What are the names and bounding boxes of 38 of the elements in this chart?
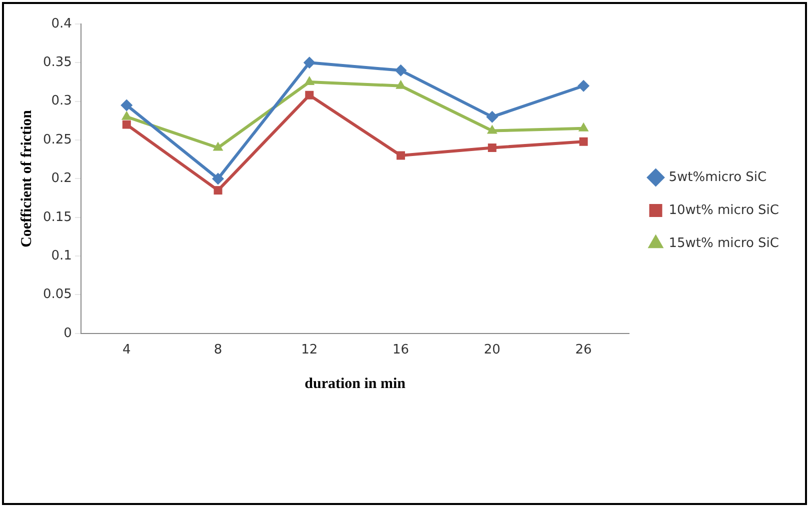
y-tick-label: 0.35: [42, 55, 72, 70]
point: [394, 64, 407, 76]
x-tick-label: 20: [484, 342, 500, 358]
y-tick-label: 0.2: [51, 171, 72, 186]
x-tick-label: 16: [392, 342, 410, 358]
x-tick-label: 12: [301, 342, 318, 358]
point: [303, 56, 316, 69]
x-tick-label: 8: [214, 342, 222, 358]
y-tick-label: 0.4: [51, 16, 72, 32]
x-axis-title: duration in min: [304, 376, 406, 392]
legend-label: 15wt% micro SiC: [668, 236, 779, 251]
y-tick-label: 0.3: [51, 94, 72, 109]
point: [579, 137, 588, 146]
legend-label: 10wt% micro SiC: [668, 202, 779, 218]
y-tick-label: 0.05: [42, 287, 72, 302]
point: [486, 110, 498, 123]
point: [578, 80, 590, 92]
y-tick-label: 0.15: [42, 210, 72, 225]
x-tick-label: 4: [122, 342, 131, 358]
y-tick-label: 0.1: [51, 248, 72, 264]
point: [304, 76, 315, 86]
y-tick-label: 0: [64, 326, 72, 341]
x-tick-label: 26: [575, 342, 592, 358]
point: [212, 142, 224, 151]
point: [486, 124, 498, 134]
point: [488, 144, 496, 152]
point: [121, 110, 132, 120]
legend-label: 5wt%micro SiC: [668, 170, 767, 185]
y-axis-title: Coefficient of friction: [18, 109, 35, 248]
point: [396, 80, 406, 89]
y-tick-label: 0.25: [42, 132, 72, 148]
point: [122, 120, 131, 129]
point: [305, 90, 314, 100]
point: [120, 99, 133, 112]
point: [214, 186, 222, 195]
point: [578, 122, 589, 132]
point: [212, 172, 224, 185]
point: [396, 151, 406, 160]
